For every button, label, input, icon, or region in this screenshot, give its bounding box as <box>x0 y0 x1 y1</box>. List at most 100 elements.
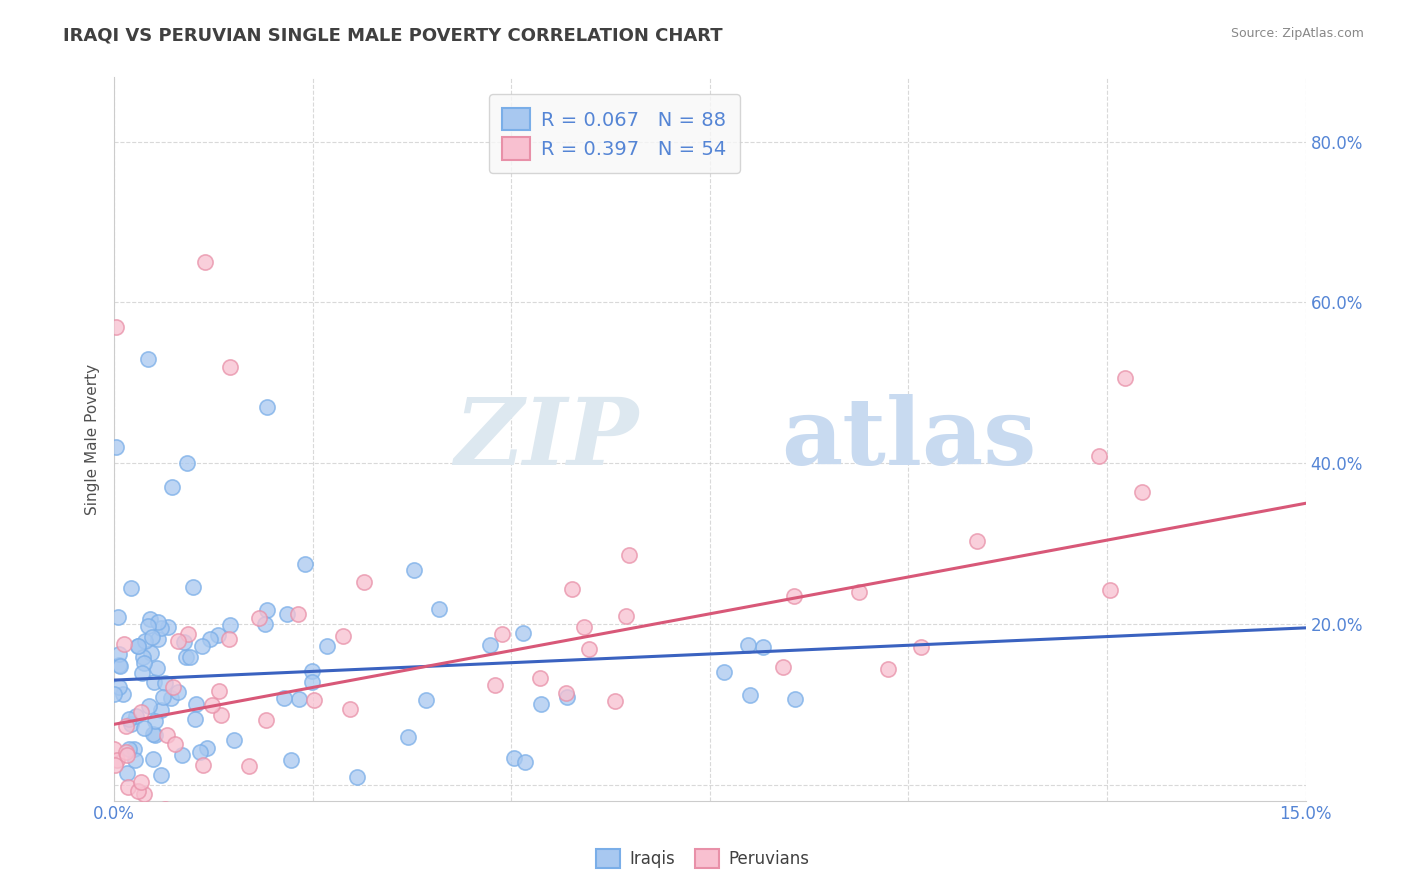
Point <box>256 400 278 414</box>
Point <box>129 705 152 719</box>
Point <box>162 480 184 494</box>
Point <box>201 698 224 713</box>
Point <box>191 639 214 653</box>
Point <box>1130 484 1153 499</box>
Text: IRAQI VS PERUVIAN SINGLE MALE POVERTY CORRELATION CHART: IRAQI VS PERUVIAN SINGLE MALE POVERTY CO… <box>63 27 723 45</box>
Point <box>107 680 129 694</box>
Point <box>160 690 183 705</box>
Point <box>578 642 600 657</box>
Point <box>143 728 166 742</box>
Point <box>512 626 534 640</box>
Point <box>118 741 141 756</box>
Point <box>173 635 195 649</box>
Point <box>176 456 198 470</box>
Text: atlas: atlas <box>782 394 1036 484</box>
Point <box>132 650 155 665</box>
Point <box>124 754 146 768</box>
Point <box>713 665 735 680</box>
Point <box>132 721 155 735</box>
Point <box>131 665 153 680</box>
Point <box>603 694 626 708</box>
Point <box>114 745 136 759</box>
Point <box>752 640 775 654</box>
Point <box>247 611 270 625</box>
Point <box>105 753 128 767</box>
Point <box>110 658 132 673</box>
Point <box>484 678 506 692</box>
Point <box>256 603 278 617</box>
Point <box>427 602 450 616</box>
Point <box>1114 371 1136 385</box>
Point <box>208 683 231 698</box>
Point <box>148 632 170 646</box>
Point <box>1099 583 1122 598</box>
Text: Source: ZipAtlas.com: Source: ZipAtlas.com <box>1230 27 1364 40</box>
Point <box>339 701 361 715</box>
Point <box>172 748 194 763</box>
Point <box>131 774 153 789</box>
Point <box>179 649 201 664</box>
Point <box>273 690 295 705</box>
Point <box>115 766 138 780</box>
Point <box>287 607 309 621</box>
Point <box>125 708 148 723</box>
Point <box>276 607 298 622</box>
Point <box>132 788 155 802</box>
Point <box>103 687 125 701</box>
Point <box>738 688 761 702</box>
Point <box>253 617 276 632</box>
Point <box>127 784 149 798</box>
Point <box>138 699 160 714</box>
Point <box>209 708 232 723</box>
Point <box>188 745 211 759</box>
Point <box>139 646 162 660</box>
Point <box>184 712 207 726</box>
Point <box>156 728 179 742</box>
Point <box>181 580 204 594</box>
Point <box>145 714 167 728</box>
Point <box>555 686 578 700</box>
Point <box>222 732 245 747</box>
Point <box>112 687 135 701</box>
Point <box>150 703 173 717</box>
Point <box>162 680 184 694</box>
Point <box>910 640 932 654</box>
Point <box>783 589 806 603</box>
Point <box>115 719 138 733</box>
Y-axis label: Single Male Poverty: Single Male Poverty <box>86 363 100 515</box>
Point <box>785 691 807 706</box>
Point <box>491 626 513 640</box>
Point <box>163 737 186 751</box>
Point <box>117 748 139 763</box>
Point <box>132 656 155 670</box>
Point <box>134 633 156 648</box>
Point <box>1087 449 1109 463</box>
Point <box>148 615 170 629</box>
Point <box>122 742 145 756</box>
Point <box>294 557 316 571</box>
Legend: Iraqis, Peruvians: Iraqis, Peruvians <box>589 842 817 875</box>
Point <box>104 319 127 334</box>
Point <box>143 675 166 690</box>
Point <box>218 617 240 632</box>
Point <box>301 664 323 678</box>
Point <box>104 440 127 454</box>
Point <box>238 759 260 773</box>
Point <box>415 693 437 707</box>
Point <box>136 351 159 366</box>
Point <box>141 727 163 741</box>
Point <box>513 755 536 769</box>
Point <box>195 740 218 755</box>
Point <box>120 581 142 595</box>
Point <box>503 751 526 765</box>
Point <box>876 662 898 676</box>
Point <box>280 753 302 767</box>
Point <box>157 619 180 633</box>
Point <box>191 758 214 772</box>
Point <box>218 632 240 646</box>
Point <box>167 684 190 698</box>
Point <box>200 632 222 647</box>
Point <box>153 802 176 816</box>
Point <box>142 751 165 765</box>
Point <box>117 780 139 795</box>
